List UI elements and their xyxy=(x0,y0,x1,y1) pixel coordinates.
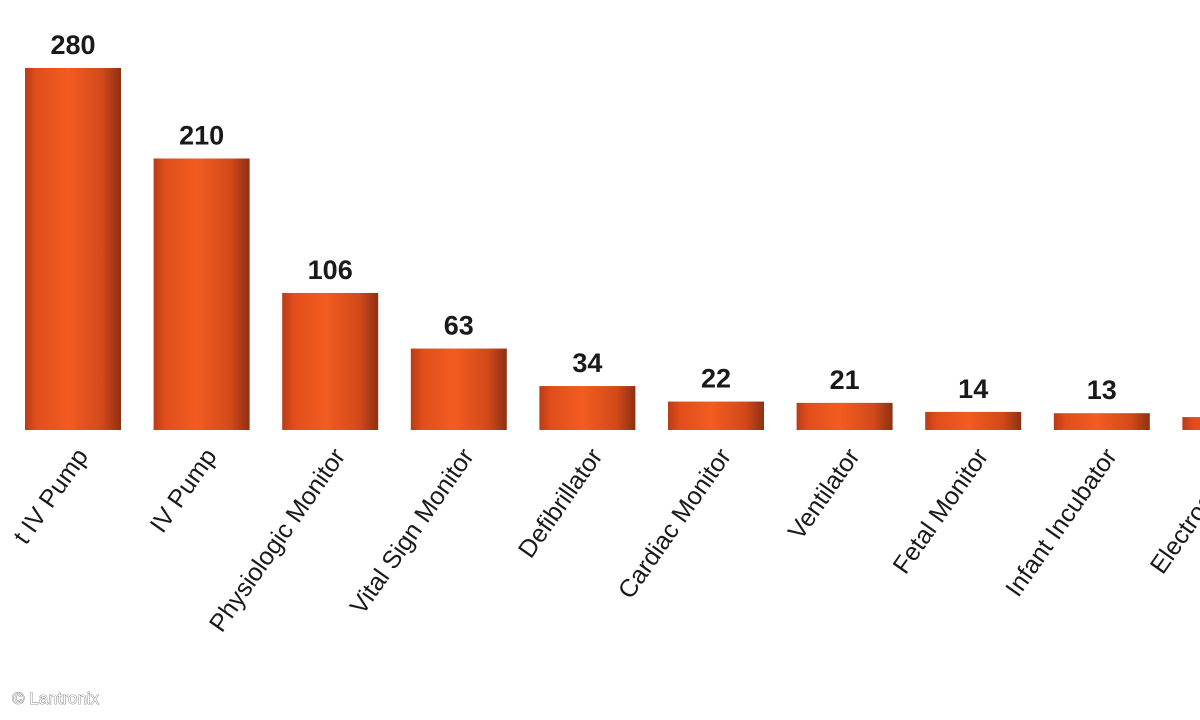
x-tick-label: Cardiac Monitor xyxy=(613,443,737,604)
bar xyxy=(925,411,1022,430)
bar xyxy=(153,158,250,430)
bar xyxy=(539,386,636,430)
value-label: 63 xyxy=(444,311,474,341)
value-label: 14 xyxy=(958,374,988,404)
credit: © Lantronix xyxy=(12,689,100,708)
x-tick-label: t IV Pump xyxy=(8,443,94,549)
x-tick-label: Ventilator xyxy=(783,443,866,544)
value-label: 210 xyxy=(179,121,224,151)
value-label: 22 xyxy=(701,364,731,394)
x-tick-label: Vital Sign Monitor xyxy=(345,443,480,619)
bar xyxy=(1053,413,1150,430)
bar xyxy=(668,401,764,430)
value-label: 280 xyxy=(50,30,95,60)
bar xyxy=(1182,417,1200,430)
x-tick-label: Infant Incubator xyxy=(1000,443,1123,601)
x-tick-label: Fetal Monitor xyxy=(887,443,994,579)
x-tick-label: Electrocardio xyxy=(1145,443,1200,579)
value-label: 34 xyxy=(572,348,602,378)
value-label: 21 xyxy=(830,365,860,395)
bar xyxy=(282,292,379,430)
bar xyxy=(796,402,893,430)
value-label: 13 xyxy=(1087,375,1117,405)
x-tick-label: IV Pump xyxy=(145,443,223,538)
x-tick-label: Defibrillator xyxy=(513,443,608,563)
value-label: 106 xyxy=(308,255,353,285)
bar xyxy=(25,68,121,430)
bar xyxy=(410,348,507,430)
x-tick-label: Physiologic Monitor xyxy=(204,443,351,637)
